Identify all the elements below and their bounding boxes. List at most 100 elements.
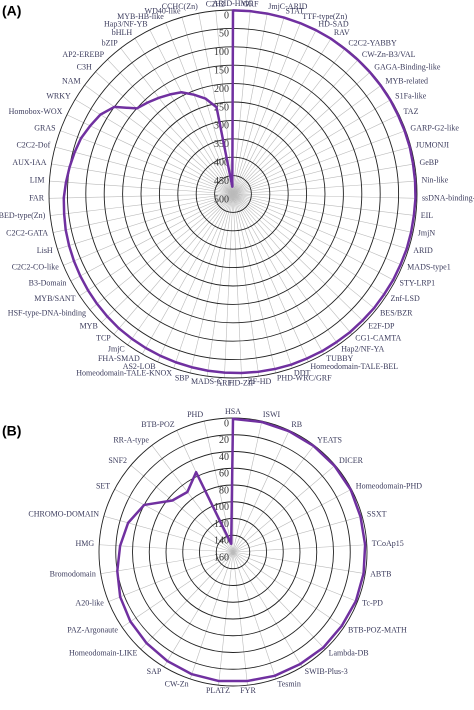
- category-label: MYB-related: [385, 76, 428, 85]
- category-label: ssDNA-binding-TF: [422, 193, 474, 202]
- panel-label: (A): [2, 3, 21, 19]
- category-label: C2C2-GATA: [6, 229, 48, 238]
- r-tick-label: 100: [214, 502, 229, 513]
- category-label: HSA: [225, 407, 241, 416]
- category-label: SSXT: [367, 509, 387, 518]
- category-label: Nin-like: [422, 175, 449, 184]
- r-tick-label: 140: [214, 536, 229, 547]
- grid-circle: [215, 534, 251, 570]
- r-tick-label: 250: [214, 102, 229, 113]
- r-tick-label: 40: [219, 452, 229, 463]
- category-label: SNF2: [108, 456, 127, 465]
- category-label: STY-LRP1: [400, 279, 436, 288]
- category-label: Homobox-WOX: [9, 107, 63, 116]
- category-label: C2H2: [206, 0, 225, 9]
- category-label: STAT: [285, 6, 304, 15]
- category-label: AP2-EREBP: [62, 50, 104, 59]
- panel-label: (B): [2, 423, 21, 439]
- r-tick-label: 400: [214, 157, 229, 168]
- category-label: GAGA-Binding-like: [374, 63, 441, 72]
- category-label: SBP: [175, 374, 190, 383]
- series-line: [116, 417, 367, 683]
- category-label: HSF-type-DNA-binding: [8, 308, 86, 317]
- r-tick-label: 50: [219, 29, 229, 40]
- category-label: PLATZ: [206, 686, 230, 695]
- category-label: JmjC: [108, 345, 125, 354]
- category-label: ARF: [216, 379, 232, 388]
- category-label: C2C2-YABBY: [348, 38, 397, 47]
- r-tick-label: 200: [214, 84, 229, 95]
- category-label: GARP-G2-like: [410, 123, 459, 132]
- category-label: FAR: [29, 193, 45, 202]
- category-label: Tc-PD: [362, 599, 383, 608]
- category-label: LIM: [30, 175, 45, 184]
- category-label: RB: [291, 420, 302, 429]
- category-label: GRAS: [34, 123, 55, 132]
- series-line: [62, 9, 417, 375]
- category-label: SAP: [147, 667, 162, 676]
- category-label: Homeodomain-TALE-KNOX: [76, 369, 172, 378]
- r-tick-label: 350: [214, 139, 229, 150]
- category-label: DDT: [294, 369, 311, 378]
- category-label: TTF-type(Zn): [302, 12, 347, 21]
- r-tick-label: 60: [219, 469, 229, 480]
- category-label: BES/BZR: [380, 308, 413, 317]
- category-label: ISWI: [263, 410, 281, 419]
- category-label: CW-Zn-B3/VAL: [362, 50, 416, 59]
- category-label: Hap2/NF-YA: [341, 345, 384, 354]
- category-label: BTB-POZ-MATH: [348, 625, 407, 634]
- category-label: RR-A-type: [113, 435, 149, 444]
- r-tick-label: 0: [224, 418, 229, 429]
- category-label: NAM: [62, 76, 81, 85]
- r-tick-label: 80: [219, 485, 229, 496]
- category-label: E2F-DP: [368, 322, 395, 331]
- category-label: MADS-type1: [407, 263, 451, 272]
- category-label: GeBP: [419, 158, 439, 167]
- category-label: BED-type(Zn): [0, 211, 46, 220]
- category-label: MYB: [80, 322, 98, 331]
- category-label: HD-SAD: [318, 19, 348, 28]
- category-label: AS2-LOB: [123, 362, 156, 371]
- category-label: bHLH: [112, 28, 133, 37]
- category-label: JUMONJI: [416, 140, 450, 149]
- category-label: DICER: [339, 456, 364, 465]
- category-label: TUBBY: [326, 354, 353, 363]
- category-label: MYB-HB-like: [117, 12, 164, 21]
- category-label: SWIB-Plus-3: [305, 667, 348, 676]
- category-label: TAZ: [404, 107, 419, 116]
- category-label: CG1-CAMTA: [355, 334, 401, 343]
- category-label: MYB/SANT: [34, 294, 75, 303]
- category-label: ARID-HMG: [213, 0, 254, 8]
- category-label: FHA-SMAD: [98, 354, 140, 363]
- r-tick-label: 0: [224, 10, 229, 21]
- category-label: FYR: [240, 686, 256, 695]
- category-label: ABTB: [370, 569, 391, 578]
- category-label: Lambda-DB: [329, 648, 369, 657]
- category-label: RAV: [334, 28, 350, 37]
- r-tick-label: 500: [214, 194, 229, 205]
- category-label: HD-ZIP: [229, 379, 256, 388]
- category-label: CCHC(Zn): [162, 2, 198, 11]
- r-tick-label: 450: [214, 176, 229, 187]
- category-label: Hap3/NF-YB: [104, 19, 148, 28]
- category-label: SET: [96, 481, 110, 490]
- category-label: WD40-like: [145, 6, 181, 15]
- grid-circle: [199, 518, 267, 586]
- category-label: C2C2-CO-like: [12, 263, 60, 272]
- category-label: Bromodomain: [50, 569, 96, 578]
- category-label: Homeodomain-PHD: [356, 481, 422, 490]
- category-label: Znf-LSD: [390, 294, 420, 303]
- category-label: Tesmin: [277, 679, 300, 688]
- category-label: ARID: [413, 246, 433, 255]
- category-label: MADS-C: [191, 377, 222, 386]
- category-label: TCoAp15: [372, 539, 404, 548]
- category-label: S1Fa-like: [395, 91, 427, 100]
- category-label: JmjN: [418, 229, 436, 238]
- r-tick-label: 150: [214, 65, 229, 76]
- category-label: LisH: [37, 246, 53, 255]
- category-label: JmjC-ARID: [268, 2, 307, 11]
- category-label: YEATS: [317, 435, 342, 444]
- category-label: CHROMO-DOMAIN: [28, 509, 99, 518]
- category-label: ZF-HD: [248, 377, 272, 386]
